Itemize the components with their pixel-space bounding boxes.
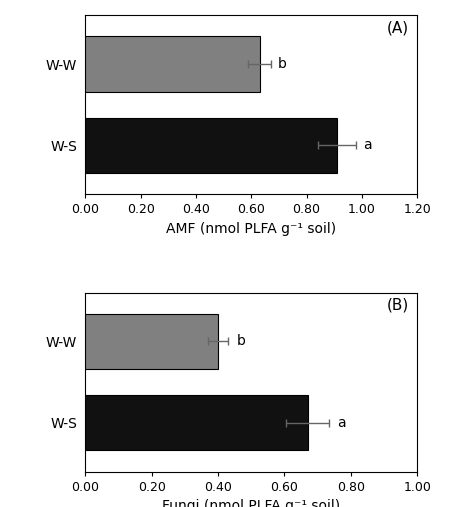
X-axis label: AMF (nmol PLFA g⁻¹ soil): AMF (nmol PLFA g⁻¹ soil) xyxy=(166,222,336,236)
Bar xyxy=(85,118,337,173)
Text: a: a xyxy=(337,416,346,430)
Bar xyxy=(85,314,218,369)
Bar xyxy=(85,395,308,450)
X-axis label: Fungi (nmol PLFA g⁻¹ soil): Fungi (nmol PLFA g⁻¹ soil) xyxy=(162,499,340,507)
Text: (A): (A) xyxy=(387,21,409,35)
Bar xyxy=(85,37,259,92)
Text: b: b xyxy=(236,335,245,348)
Text: (B): (B) xyxy=(387,298,409,313)
Text: a: a xyxy=(363,138,372,152)
Text: b: b xyxy=(277,57,286,71)
